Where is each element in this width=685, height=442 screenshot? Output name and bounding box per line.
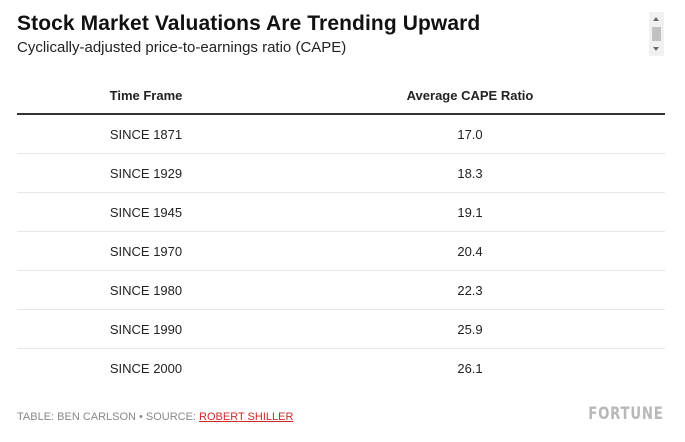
time-frame-cell: SINCE 2000 (109, 360, 183, 376)
time-frame-cell: SINCE 1980 (17, 270, 275, 310)
table-credit: TABLE: BEN CARLSON (17, 411, 136, 423)
source-link[interactable]: ROBERT SHILLER (199, 411, 294, 423)
cape-ratio-cell: 22.3 (275, 270, 665, 310)
cape-ratio-cell: 18.3 (275, 153, 665, 193)
scroll-up-arrow-icon[interactable] (653, 17, 659, 21)
cape-ratio-cell: 19.1 (275, 192, 665, 232)
table-row: SINCE 1990 25.9 (17, 309, 665, 349)
time-frame-cell: SINCE 1929 (17, 153, 275, 193)
table-row: SINCE 1970 20.4 (17, 231, 665, 271)
time-frame-cell: SINCE 1871 (17, 114, 275, 154)
column-header-cape-ratio: Average CAPE Ratio (275, 78, 665, 115)
column-header-time-frame: Time Frame (17, 78, 275, 115)
footer-separator: • (139, 411, 143, 423)
page-subtitle: Cyclically-adjusted price-to-earnings ra… (17, 39, 347, 56)
scroll-down-arrow-icon[interactable] (653, 47, 659, 51)
cape-ratio-cell: 17.0 (275, 114, 665, 154)
table-row: SINCE 1980 22.3 (17, 270, 665, 310)
fortune-logo: FORTUNE (588, 404, 664, 424)
cape-ratio-cell: 26.1 (457, 360, 483, 376)
table-row: SINCE 1871 17.0 (17, 114, 665, 154)
table-row: SINCE 2000 26.1 (17, 349, 665, 388)
footer-credits: TABLE: BEN CARLSON • SOURCE: ROBERT SHILLE… (17, 411, 293, 423)
source-label: SOURCE: (145, 411, 196, 423)
cape-table: Time Frame Average CAPE Ratio SINCE 1871… (17, 78, 665, 387)
scrollbar-thumb[interactable] (652, 27, 661, 41)
time-frame-cell: SINCE 1945 (17, 192, 275, 232)
page-title: Stock Market Valuations Are Trending Upw… (17, 12, 481, 35)
cape-ratio-cell: 25.9 (275, 309, 665, 349)
time-frame-cell: SINCE 1970 (17, 231, 275, 271)
table-row: SINCE 1929 18.3 (17, 153, 665, 193)
vertical-scrollbar[interactable] (649, 12, 664, 56)
time-frame-cell: SINCE 1990 (17, 309, 275, 349)
table-header-row: Time Frame Average CAPE Ratio (17, 78, 665, 115)
cape-ratio-cell: 20.4 (275, 231, 665, 271)
table-row: SINCE 1945 19.1 (17, 192, 665, 232)
